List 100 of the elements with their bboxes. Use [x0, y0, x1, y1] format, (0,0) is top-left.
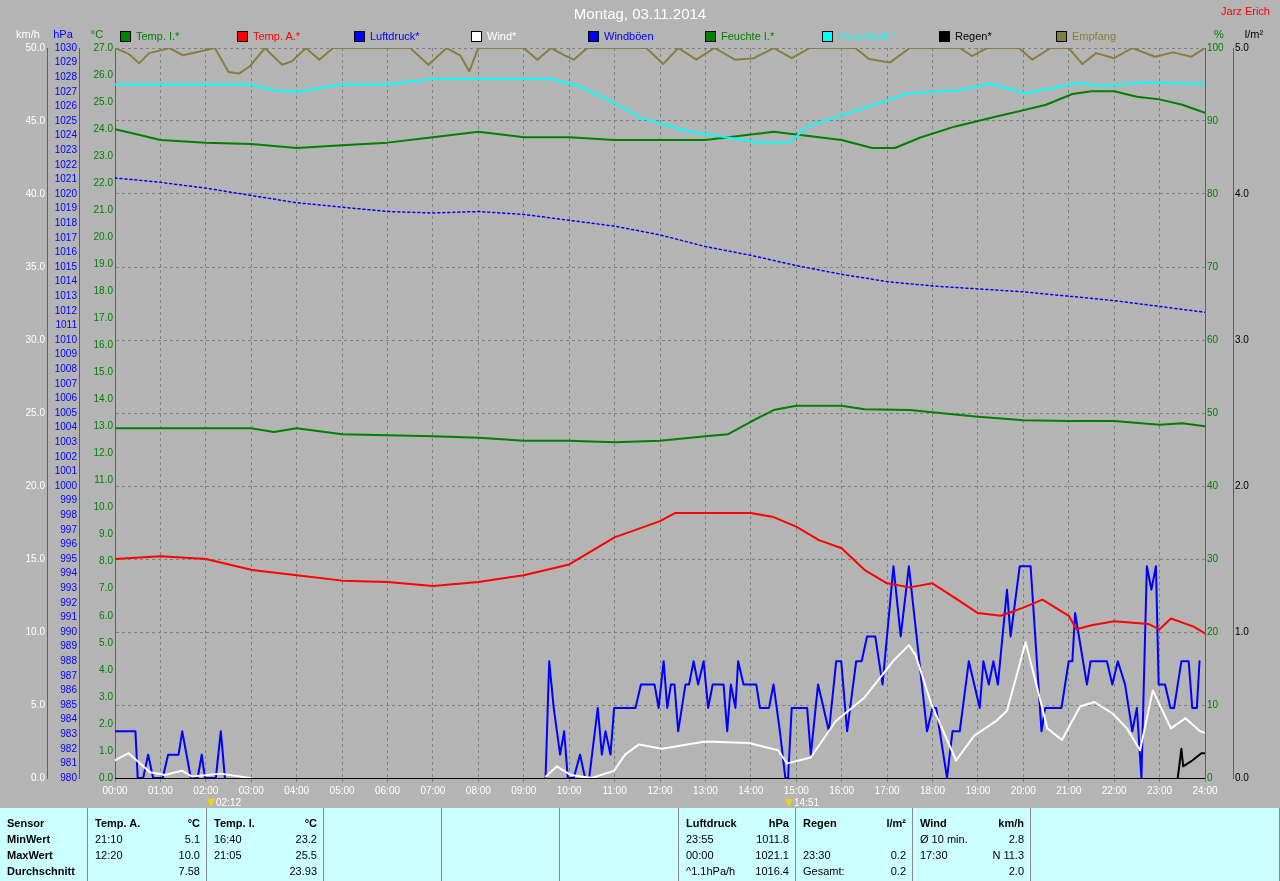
- y2-tick-label: 1013: [54, 289, 78, 301]
- y2-tick-label: 984: [60, 713, 78, 725]
- y2-tick-label: 1012: [54, 304, 78, 316]
- y3-tick-label: 20.0: [25, 479, 46, 491]
- text: Temp. A. °C 21:10 5.1 12:20 10.0 7.58: [95, 817, 200, 877]
- legend-label: Temp. I.*: [136, 30, 180, 42]
- x-tick-label: 12:00: [647, 784, 673, 796]
- y2-tick-label: 986: [60, 684, 78, 696]
- y-tick-label: 10.0: [93, 501, 114, 513]
- y-tick-label: 60: [1207, 333, 1219, 345]
- y2-axis-title: l/m²: [1244, 27, 1264, 40]
- y2-tick-label: 1017: [54, 231, 78, 243]
- y2-tick-label: 1029: [54, 56, 78, 68]
- y-tick-label: 16.0: [93, 339, 114, 351]
- y2-tick-label: 1016: [54, 246, 78, 258]
- x-tick-label: 11:00: [602, 784, 628, 796]
- y2-tick-label: 1009: [54, 348, 78, 360]
- y-tick-label: 17.0: [93, 312, 114, 324]
- x-tick-label: 07:00: [420, 784, 446, 796]
- y2-tick-label: 2.0: [1235, 479, 1250, 491]
- y2-tick-label: 1019: [54, 202, 78, 214]
- y2-tick-label: 983: [60, 727, 78, 739]
- y2-tick-label: 1001: [54, 465, 78, 477]
- x-tick-label: 20:00: [1010, 784, 1037, 796]
- x-tick-label: 02:00: [193, 784, 219, 796]
- x-tick-label: 18:00: [919, 784, 946, 796]
- y-tick-label: 20.0: [93, 231, 114, 243]
- y2-tick-label: 999: [60, 494, 78, 506]
- y2-tick-label: 1027: [54, 85, 78, 97]
- x-tick-label: 23:00: [1147, 784, 1173, 796]
- x-tick-label: 03:00: [238, 784, 265, 796]
- legend-label: Luftdruck*: [370, 30, 420, 42]
- x-tick-label: 08:00: [465, 784, 492, 796]
- legend-label: Windböen: [604, 30, 654, 42]
- text: Luftdruck hPa 23:55 1011.8 00:00 1021.1 ^1.1hPa/h 1016.4: [686, 817, 789, 877]
- y-tick-label: 2.0: [99, 717, 114, 729]
- y2-tick-label: 1014: [54, 275, 78, 287]
- y-tick-label: 11.0: [94, 474, 114, 486]
- y2-tick-label: 1008: [54, 362, 78, 374]
- y2-tick-label: 0.0: [1235, 771, 1250, 783]
- y-axis-title: °C: [90, 27, 104, 40]
- y2-tick-label: 1.0: [1235, 625, 1250, 637]
- y-axis-title: %: [1214, 27, 1225, 40]
- y2-tick-label: 992: [60, 596, 78, 608]
- x-tick-label: 01:00: [147, 784, 174, 796]
- y2-tick-label: 1006: [54, 392, 78, 404]
- y2-tick-label: 980: [60, 771, 78, 783]
- text: 14:51: [794, 797, 820, 808]
- legend-label: Wind*: [487, 30, 517, 42]
- y-tick-label: 10: [1207, 698, 1219, 710]
- y-tick-label: 1.0: [99, 744, 114, 756]
- y2-tick-label: 1004: [54, 421, 78, 433]
- y-tick-label: 7.0: [99, 582, 114, 594]
- y3-tick-label: 25.0: [25, 406, 46, 418]
- text: Regen l/m² 23:30 0.2 Gesamt: 0.2: [803, 817, 906, 877]
- legend-label: Feuchte A.*: [838, 30, 895, 42]
- y2-tick-label: 1021: [54, 173, 78, 185]
- y2-tick-label: 996: [60, 538, 78, 550]
- y2-tick-label: 1022: [54, 158, 78, 170]
- x-tick-label: 21:00: [1056, 784, 1082, 796]
- y3-tick-label: 30.0: [25, 333, 46, 345]
- y2-tick-label: 1018: [54, 216, 78, 228]
- y-tick-label: 13.0: [93, 420, 114, 432]
- y-tick-label: 19.0: [93, 258, 114, 270]
- y2-tick-label: 990: [60, 625, 78, 637]
- legend-label: Temp. A.*: [253, 30, 301, 42]
- y3-tick-label: 5.0: [31, 698, 46, 710]
- y2-tick-label: 995: [60, 552, 78, 564]
- text: Temp. I. °C 16:40 23.2 21:05 25.5 23.93: [214, 817, 317, 877]
- x-tick-label: 24:00: [1192, 784, 1218, 796]
- x-tick-label: 04:00: [284, 784, 310, 796]
- y-tick-label: 21.0: [93, 203, 114, 215]
- y2-tick-label: 3.0: [1235, 333, 1250, 345]
- y-tick-label: 50: [1207, 406, 1219, 418]
- y2-tick-label: 1007: [54, 377, 78, 389]
- y3-tick-label: 45.0: [25, 114, 46, 126]
- y3-tick-label: 40.0: [25, 187, 46, 199]
- y2-tick-label: 1030: [54, 41, 78, 53]
- text: Sensor MinWert MaxWert Durchschnitt: [7, 816, 75, 879]
- x-tick-label: 19:00: [965, 784, 991, 796]
- y-tick-label: 15.0: [93, 366, 114, 378]
- y2-tick-label: 998: [60, 508, 78, 520]
- y-tick-label: 40: [1207, 479, 1219, 491]
- y2-tick-label: 1026: [54, 100, 78, 112]
- y-tick-label: 0: [1207, 771, 1213, 783]
- y2-tick-label: 1011: [55, 319, 78, 331]
- y-tick-label: 18.0: [93, 285, 114, 297]
- y-tick-label: 23.0: [93, 149, 114, 161]
- legend-label: Regen*: [955, 30, 992, 42]
- y2-tick-label: 987: [60, 669, 78, 681]
- y3-tick-label: 35.0: [25, 260, 46, 272]
- y-tick-label: 0.0: [99, 771, 114, 783]
- x-tick-label: 15:00: [783, 784, 810, 796]
- x-tick-label: 05:00: [329, 784, 356, 796]
- y2-tick-label: 982: [60, 742, 78, 754]
- text: Jarz Erich: [1221, 5, 1270, 17]
- y2-tick-label: 989: [60, 640, 78, 652]
- y2-tick-label: 1010: [54, 333, 78, 345]
- y-tick-label: 100: [1207, 41, 1225, 53]
- y2-tick-label: 1025: [54, 114, 78, 126]
